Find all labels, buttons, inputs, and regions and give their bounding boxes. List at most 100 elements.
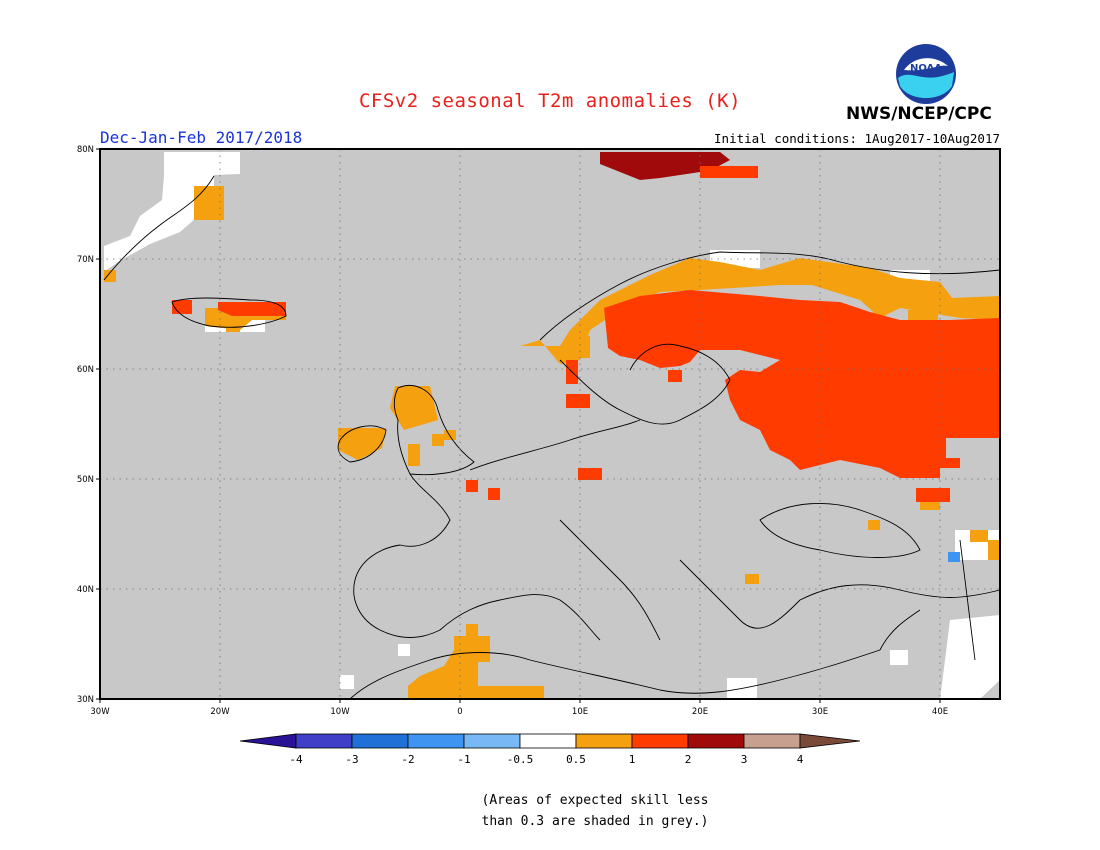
scandinavia-orange [520,258,1000,364]
scandinavia-coast [539,251,1001,341]
lon-tick-label: 20W [210,707,230,717]
black-sea-coast [759,503,921,558]
colorbar-label: -0.5 [507,753,534,766]
morocco-white [398,644,410,656]
colorbar-label: -3 [345,753,358,766]
colorbar-min-triangle [239,733,297,749]
colorbar-swatch [519,733,577,749]
colorbar-max-triangle [799,733,861,749]
colorbar-label: 2 [685,753,692,766]
baltic-red [668,370,682,382]
denmark-red [566,394,590,408]
colorbar-swatch [575,733,633,749]
warm-anomaly-1-2 [172,290,1000,502]
warm-anomaly-0.5-1 [104,186,1000,699]
lat-tick-label: 40N [77,585,94,595]
anomaly-map: 80N 70N 60N 50N 40N 30N 30W 20W 10W 0 10… [77,145,1001,766]
noaa-logo: NOAA [896,44,956,104]
caspian-coast [959,539,976,661]
colorbar-swatch [687,733,745,749]
atlantic-white [340,675,354,689]
season-label: Dec-Jan-Feb 2017/2018 [100,128,303,147]
lon-tick-label: 30E [812,707,828,717]
graticule [100,149,1000,699]
iceland-west-red [172,300,192,314]
colorbar-swatch [463,733,521,749]
lat-tick-label: 30N [77,695,94,705]
colorbar: -4 -3 -2 -1 -0.5 0.5 1 2 3 4 [239,733,861,766]
svalbard-darkred [600,152,730,180]
lon-tick-label: 10E [572,707,588,717]
colorbar-label: -4 [289,753,303,766]
ireland-coast [337,425,387,463]
west-europe-coast [353,473,601,641]
lon-tick-labels: 30W 20W 10W 0 10E 20E 30E 40E [90,707,948,717]
lon-tick-label: 40E [932,707,948,717]
colorbar-swatch [351,733,409,749]
colorbar-swatch [631,733,689,749]
noaa-logo-text: NOAA [910,63,942,74]
colorbar-label: 1 [629,753,636,766]
colorbar-label: -1 [457,753,470,766]
iceland-coast [171,297,287,328]
cool-anomaly-cell [948,552,960,562]
lat-tick-label: 50N [77,475,94,485]
coastlines [103,175,1001,700]
agency-label: NWS/NCEP/CPC [846,104,992,124]
lat-tick-labels: 80N 70N 60N 50N 40N 30N [77,145,94,705]
caspian-orange [988,540,1000,560]
warm-anomaly-2-3 [600,152,730,180]
colorbar-label: 3 [741,753,748,766]
italy-coast [559,519,661,641]
france-north-red [466,480,478,492]
skill-footnote-line2: than 0.3 are shaded in grey.) [481,814,709,829]
england-orange [432,434,444,446]
caucasus-orange [970,530,988,542]
svalbard-red [700,166,758,178]
russia-north-orange [908,310,938,322]
svalbard-east-red [700,166,758,178]
tick-marks [96,148,941,703]
colorbar-swatch [407,733,465,749]
chart-title: CFSv2 seasonal T2m anomalies (K) [358,90,742,112]
france-red [488,488,500,500]
scotland-orange [390,386,438,430]
britain-coast [393,385,475,476]
turkey-coast [679,559,1001,629]
lon-tick-label: 20E [692,707,708,717]
map-frame [99,148,1001,700]
baltic-coast [559,343,731,425]
russia-red [604,290,1000,478]
lat-tick-label: 70N [77,255,94,265]
north-africa-coast [349,649,881,700]
colorbar-label: 4 [797,753,804,766]
crimea-orange [868,520,880,530]
norway-south-orange [566,336,590,358]
north-sea-coast [469,419,641,471]
greenland-coast [103,175,215,281]
iceland-red [218,302,286,316]
wales-orange [408,444,420,466]
greenland-orange [104,270,116,282]
middle-east-white [940,615,1000,699]
balkan-orange [745,574,759,584]
lat-tick-label: 60N [77,365,94,375]
levant-white [890,650,908,665]
north-africa-orange [408,624,544,699]
noaa-logo-wave [898,72,954,98]
greenland-east-orange [194,186,224,220]
greenland-white [104,152,240,272]
skill-footnote: (Areas of expected skill less than 0.3 a… [0,790,1100,832]
caucasus-north-red [916,488,950,502]
levant-coast [879,609,921,651]
lon-tick-label: 30W [90,707,110,717]
colorbar-label: 0.5 [566,753,586,766]
lat-tick-label: 80N [77,145,94,155]
noaa-logo-bird [904,58,948,71]
lon-tick-label: 0 [457,707,462,717]
lon-tick-label: 10W [330,707,350,717]
colorbar-label: -2 [401,753,414,766]
colorbar-swatch [295,733,353,749]
skill-footnote-line1: (Areas of expected skill less [481,793,709,808]
iceland-south-orange [226,320,240,332]
